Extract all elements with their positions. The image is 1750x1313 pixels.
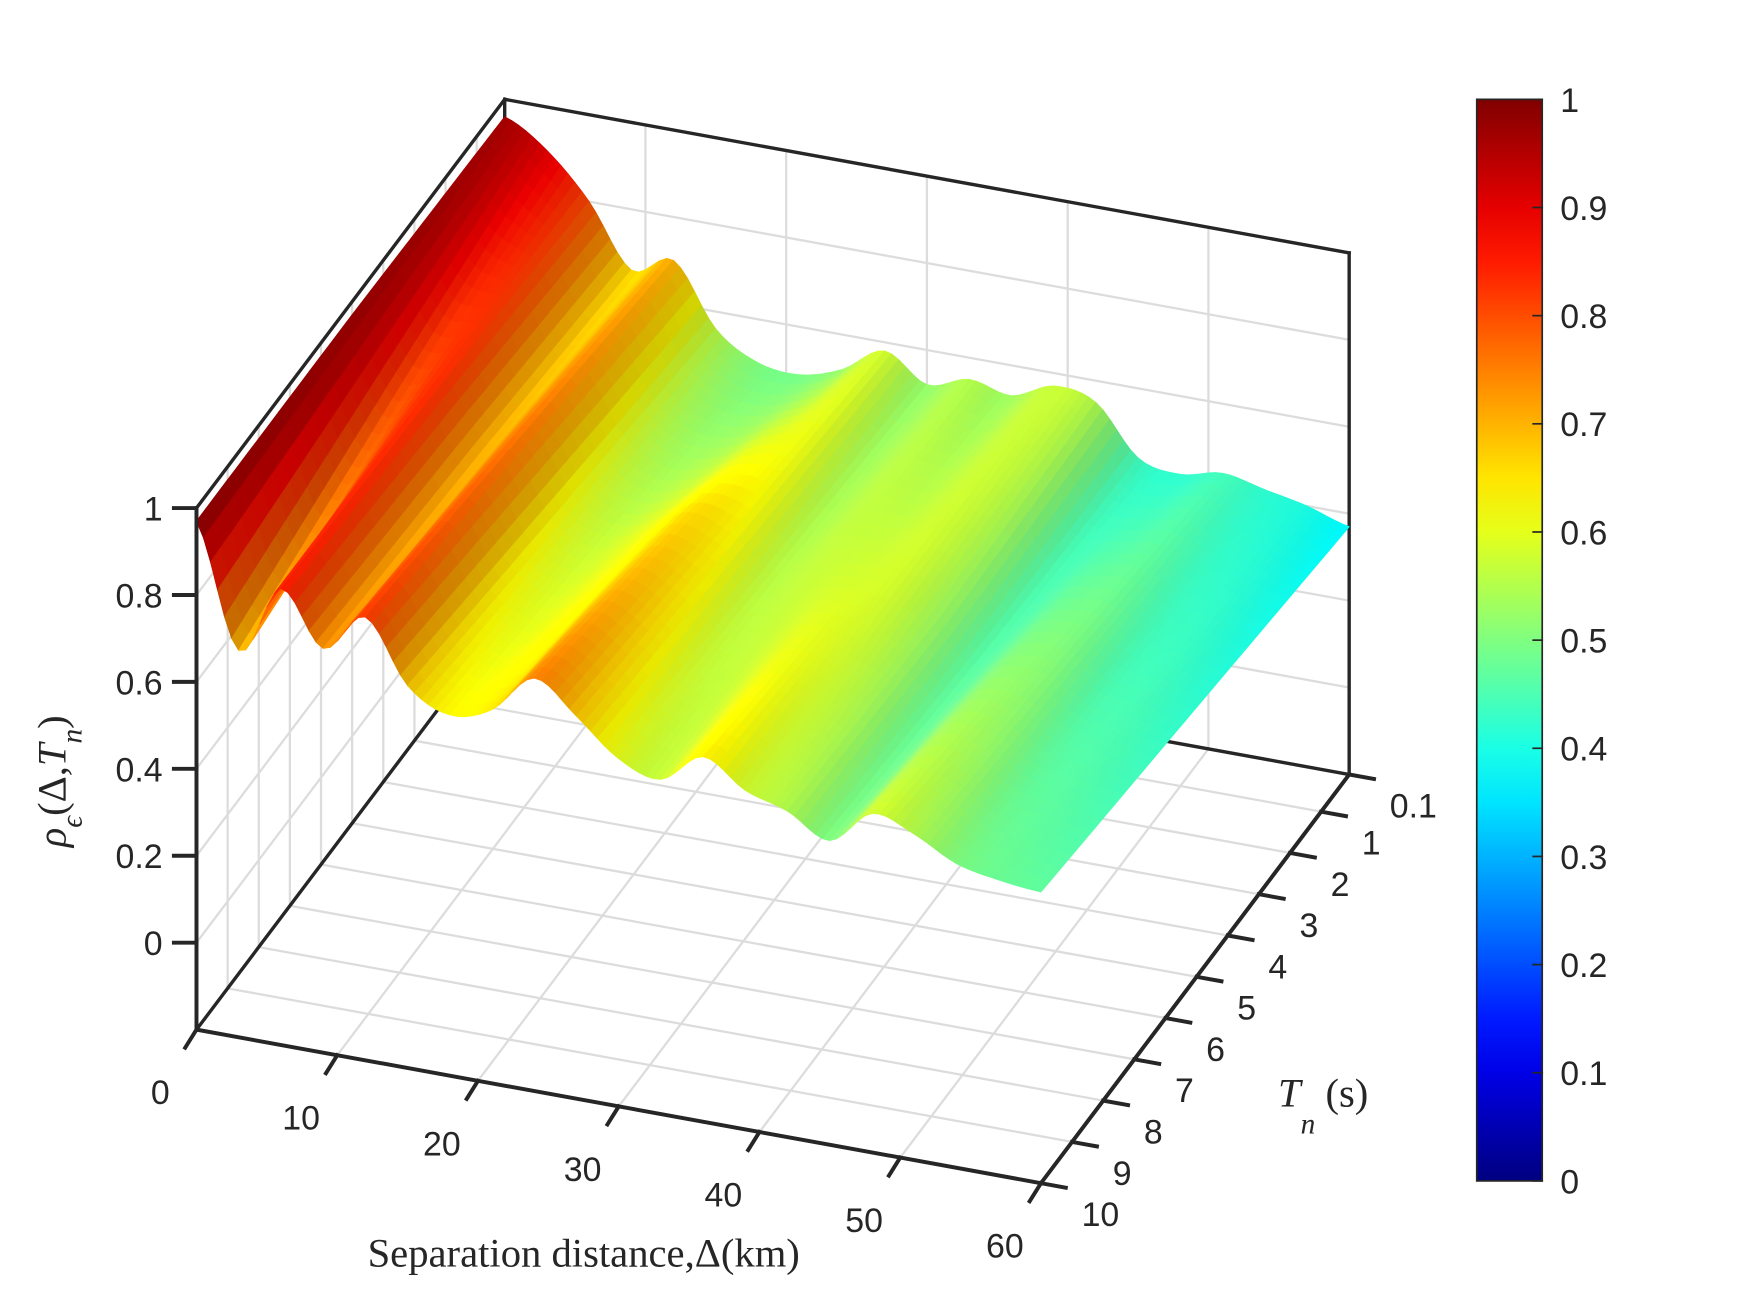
y-label-n: n	[1301, 1108, 1316, 1140]
floor-grid-line	[319, 863, 1167, 1020]
z-label-close: )	[30, 715, 75, 729]
x-tick-label: 0	[151, 1074, 170, 1112]
x-tick-mark	[745, 1129, 763, 1153]
x-tick-mark	[182, 1026, 200, 1051]
x-tick-mark	[1026, 1180, 1044, 1204]
y-tick-label: 2	[1331, 866, 1350, 904]
colorbar-tick-label: 0.3	[1560, 839, 1607, 877]
floor-grid-line	[257, 945, 1105, 1102]
y-tick-label: 9	[1113, 1155, 1132, 1193]
colorbar-tick-label: 0	[1560, 1163, 1579, 1201]
colorbar-tick-label: 0.2	[1560, 947, 1607, 985]
y-axis-label: Tn (s)	[1278, 1070, 1368, 1140]
x-tick-mark	[604, 1103, 622, 1128]
z-tick-label: 1	[144, 490, 163, 528]
y-tick-mark	[1194, 974, 1224, 984]
floor-grid-line	[381, 780, 1230, 937]
y-tick-mark	[1256, 891, 1287, 902]
x-tick-label: 50	[845, 1202, 883, 1240]
y-axis-line	[1038, 771, 1352, 1186]
z-label-open: (Δ,	[30, 766, 75, 816]
colorbar-tick-label: 0.6	[1560, 514, 1607, 552]
y-tick-mark	[1069, 1139, 1100, 1149]
x-tick-label: 40	[705, 1176, 743, 1214]
colorbar-tick-label: 0.7	[1560, 406, 1607, 444]
colorbar-tick-label: 1	[1560, 82, 1579, 120]
x-axis-label: Separation distance,Δ(km)	[368, 1231, 800, 1276]
x-tick-mark	[886, 1154, 903, 1179]
z-tick-label: 0.2	[116, 838, 163, 876]
z-label-eps: ϵ	[56, 815, 88, 828]
y-tick-mark	[1038, 1180, 1069, 1190]
y-tick-mark	[1287, 850, 1318, 860]
z-tick-label: 0.6	[116, 664, 163, 702]
z-tick-label: 0.4	[116, 751, 163, 789]
colorbar-tick-label: 0.8	[1560, 298, 1607, 336]
axis-lines	[171, 506, 1377, 1204]
z-label-n: n	[56, 729, 88, 744]
colorbar-gradient	[1475, 98, 1544, 1182]
colorbar-tick-label: 0.4	[1560, 731, 1607, 769]
colorbar: 0 0.1 0.2 0.3 0.4 0.5 0.6 0.7 0.8 0.9 1	[1475, 82, 1607, 1201]
y-tick-label: 0.1	[1390, 787, 1437, 825]
box-edge	[194, 96, 508, 511]
floor-grid-line	[898, 747, 1211, 1160]
surface-patch	[1033, 877, 1052, 893]
y-tick-label: 4	[1268, 948, 1287, 986]
x-tick-label: 20	[423, 1125, 461, 1163]
y-tick-mark	[1225, 933, 1255, 943]
box-edge	[502, 97, 1352, 255]
y-tick-mark	[1346, 772, 1377, 782]
colorbar-tick-label: 0.1	[1560, 1055, 1607, 1093]
x-tick-label: 30	[564, 1151, 602, 1189]
x-tick-label: 60	[986, 1228, 1024, 1266]
z-tick-label: 0.8	[116, 577, 163, 615]
y-tick-mark	[1132, 1057, 1162, 1067]
z-axis-label: ρϵ(Δ,Tn)	[30, 715, 89, 849]
y-tick-mark	[1100, 1098, 1131, 1108]
x-tick-mark	[323, 1052, 340, 1077]
y-tick-label: 1	[1362, 825, 1381, 863]
z-label-T: T	[30, 741, 75, 766]
floor-grid-line	[350, 821, 1198, 979]
y-label-T: T	[1278, 1070, 1303, 1115]
floor-grid-line	[288, 904, 1136, 1061]
floor-grid-line	[226, 987, 1074, 1144]
y-tick-label: 7	[1175, 1072, 1194, 1110]
y-tick-mark	[1163, 1015, 1193, 1025]
x-tick-label: 10	[282, 1100, 320, 1138]
y-tick-label: 8	[1144, 1114, 1163, 1152]
y-label-unit: (s)	[1315, 1070, 1368, 1115]
y-tick-label: 10	[1082, 1196, 1120, 1234]
x-tick-mark	[463, 1078, 481, 1102]
z-tick-label: 0	[144, 925, 163, 963]
surface	[196, 116, 1350, 893]
y-tick-label: 3	[1300, 907, 1319, 945]
colorbar-tick-label: 0.9	[1560, 190, 1607, 228]
z-label-rho: ρ	[30, 828, 75, 850]
y-tick-mark	[1318, 809, 1349, 819]
y-tick-label: 5	[1237, 990, 1256, 1028]
y-tick-label: 6	[1206, 1031, 1225, 1069]
colorbar-tick-label: 0.5	[1560, 623, 1607, 661]
tick-labels: 00.20.40.60.8101020304050600.11234567891…	[116, 490, 1437, 1265]
